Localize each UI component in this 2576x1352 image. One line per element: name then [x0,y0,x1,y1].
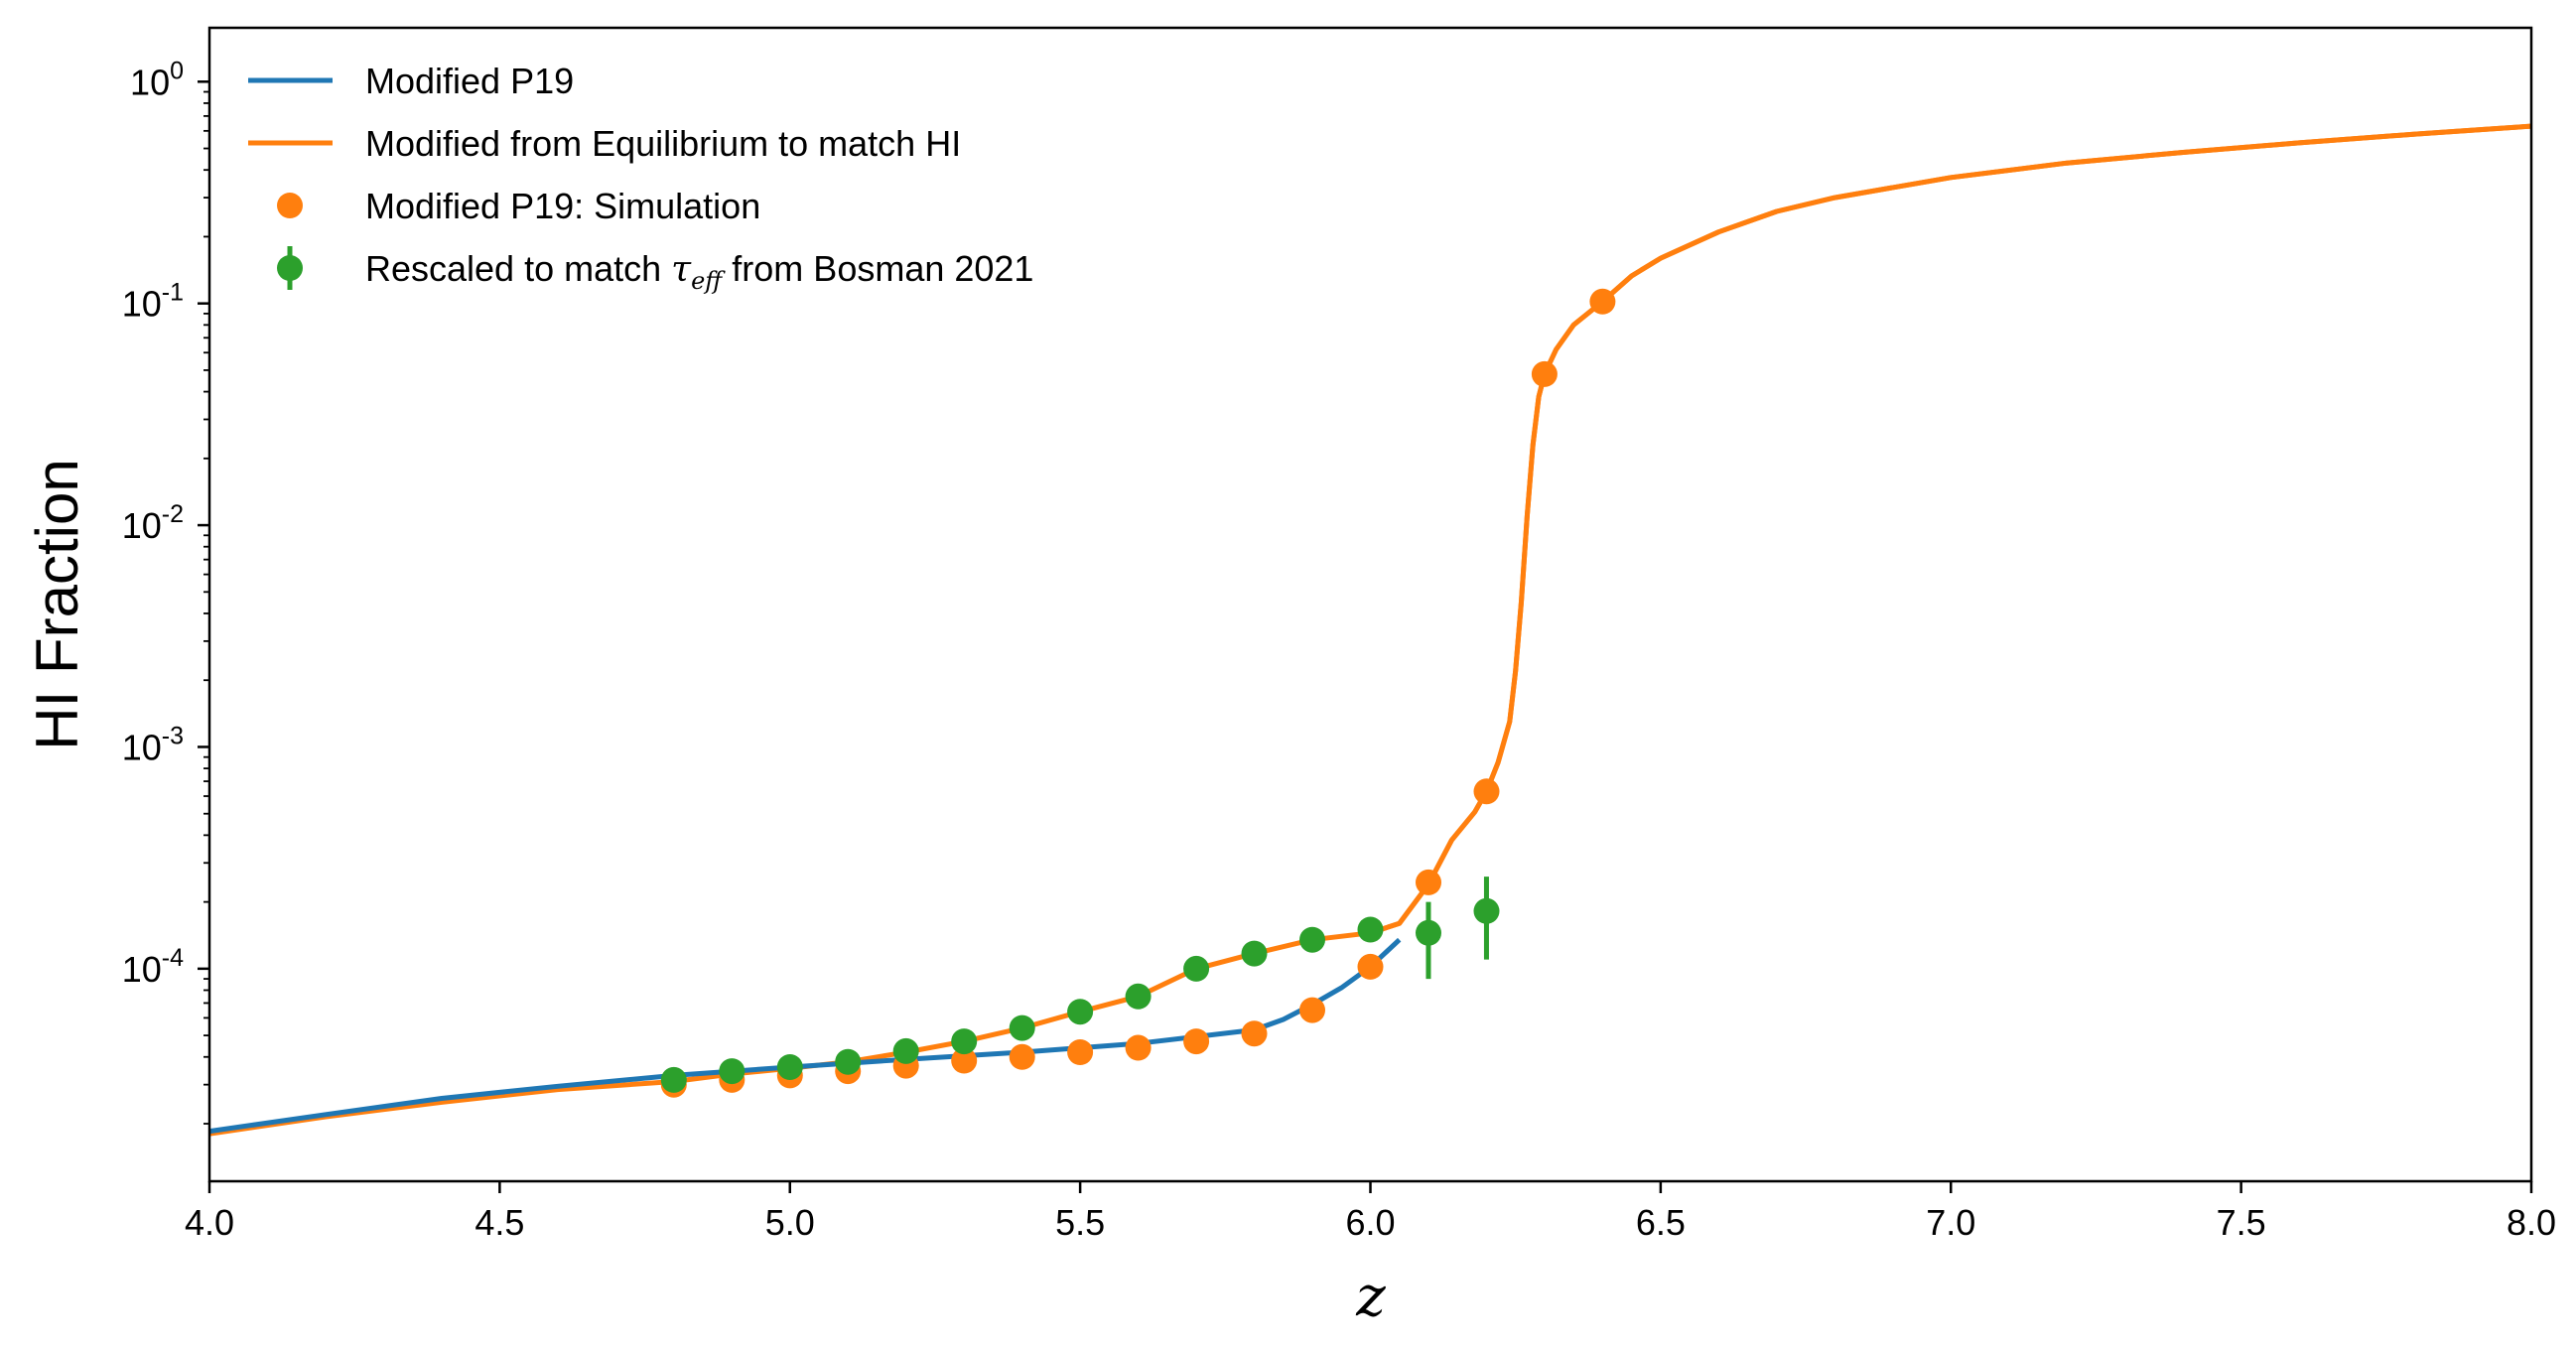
bosman-point [1473,897,1500,924]
bosman-point [660,1066,687,1093]
bosman-point [719,1058,746,1085]
x-tick-label: 7.5 [2217,1202,2266,1243]
legend-marker-swatch [277,193,303,218]
x-tick-label: 5.5 [1055,1202,1105,1243]
bosman-point [1357,916,1384,943]
simulation-point [1299,997,1325,1023]
legend-label: Rescaled to match τeff from Bosman 2021 [365,248,1033,295]
legend-label: Modified from Equilibrium to match HI [365,123,961,164]
legend-label: Modified P19 [365,61,574,101]
x-tick-label: 6.5 [1636,1202,1686,1243]
bosman-point [1299,926,1325,953]
bosman-point [1241,940,1268,967]
y-tick-label: 10-4 [122,944,184,990]
bosman-point [1125,983,1152,1010]
simulation-point [951,1047,978,1074]
simulation-point [1125,1034,1152,1061]
bosman-point [1009,1014,1035,1041]
simulation-point [1589,288,1616,315]
legend-label: Modified P19: Simulation [365,186,760,226]
simulation-point [1009,1043,1035,1070]
x-tick-label: 5.0 [765,1202,815,1243]
x-tick-label: 7.0 [1926,1202,1975,1243]
x-tick-label: 8.0 [2507,1202,2556,1243]
y-tick-label: 10-3 [122,722,184,767]
simulation-point [1357,953,1384,980]
x-tick-label: 6.0 [1345,1202,1395,1243]
simulation-point [1416,869,1441,895]
simulation-point [1531,360,1558,387]
y-tick-label: 100 [130,57,184,102]
legend-errorbar-marker [277,255,303,281]
simulation-point [1183,1028,1210,1055]
simulation-point [1241,1020,1268,1047]
bosman-point [892,1037,919,1064]
x-tick-label: 4.5 [475,1202,524,1243]
bosman-point [1416,919,1441,946]
x-axis-title: z [1355,1265,1386,1329]
x-tick-label: 4.0 [185,1202,234,1243]
bosman-point [951,1028,978,1055]
legend: Modified P19 Modified from Equilibrium to… [248,61,1033,295]
y-tick-label: 10-1 [122,279,184,325]
series-layer [208,123,2532,1137]
axis-ticks: 4.0 4.5 5.0 5.5 6.0 6.5 7.0 7.5 8.0 100 10-1 10-2 10… [122,57,2556,1243]
bosman-point [1183,955,1210,982]
simulation-point [1473,778,1500,805]
y-tick-label: 10-2 [122,500,184,546]
bosman-point [776,1054,803,1080]
bosman-point [835,1048,862,1075]
y-axis-title: HI Fraction [24,459,90,749]
simulation-point [1067,1039,1094,1065]
bosman-point [1067,999,1094,1025]
